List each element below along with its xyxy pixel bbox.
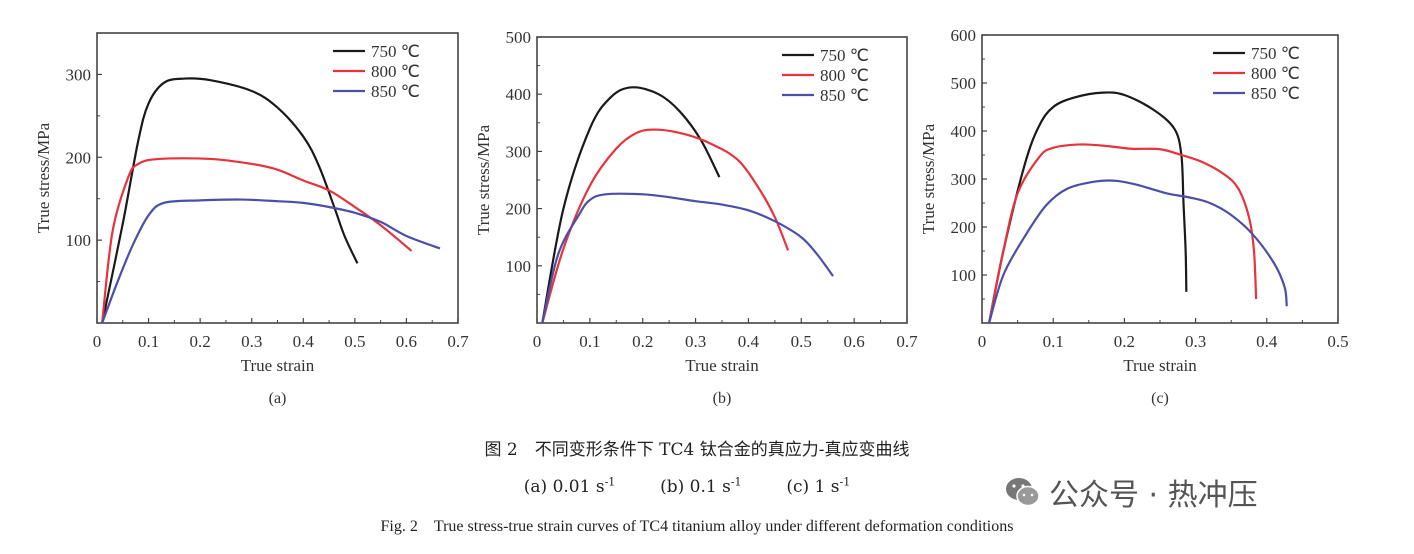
watermark: 公众号 · 热冲压 xyxy=(1005,470,1258,514)
caption-chinese: 图 2 不同变形条件下 TC4 钛合金的真应力-真应变曲线 xyxy=(484,440,910,460)
x-tick-label: 0.2 xyxy=(190,332,211,351)
x-tick-label: 0.1 xyxy=(1043,332,1064,351)
x-tick-label: 0.7 xyxy=(896,332,918,351)
x-tick-label: 0.3 xyxy=(1185,332,1206,351)
y-axis-label: True stress/MPa xyxy=(474,124,493,235)
series-line-850 xyxy=(101,198,441,324)
legend-label: 750 ℃ xyxy=(1251,44,1300,63)
series-line-750 xyxy=(101,77,359,324)
x-tick-label: 0 xyxy=(978,332,987,351)
x-tick-label: 0.5 xyxy=(344,332,365,351)
y-tick-label: 300 xyxy=(506,142,532,161)
chart-panel-b: 0 0.1 0.2 0.3 0.4 0.5 0.6 0.7 100 200 300 400 500 Tru… xyxy=(474,28,918,407)
x-axis-label: True strain xyxy=(685,356,759,375)
watermark-text: 公众号 · 热冲压 xyxy=(1049,478,1258,513)
rate-c: (c) 1 s-1 xyxy=(786,475,851,497)
legend-label: 750 ℃ xyxy=(371,42,420,61)
caption-english: Fig. 2 True stress-true strain curves of… xyxy=(380,518,1014,535)
x-tick-label: 0.3 xyxy=(685,332,706,351)
x-tick-label: 0.2 xyxy=(632,332,653,351)
x-axis-label: True strain xyxy=(241,356,315,375)
x-tick-label: 0.4 xyxy=(738,332,760,351)
legend-label: 800 ℃ xyxy=(371,62,420,81)
y-tick-label: 200 xyxy=(951,218,977,237)
caption-strain-rates: (a) 0.01 s-1 (b) 0.1 s-1 (c) 1 s-1 xyxy=(0,475,1394,497)
y-tick-label: 300 xyxy=(951,170,977,189)
rate-a: (a) 0.01 s-1 xyxy=(523,475,616,497)
y-tick-label: 100 xyxy=(506,257,532,276)
panel-label: (c) xyxy=(1151,390,1169,407)
series-line-850 xyxy=(988,179,1288,324)
legend-label: 750 ℃ xyxy=(820,46,869,65)
y-tick-label: 300 xyxy=(66,65,92,84)
series-line-750 xyxy=(988,91,1188,324)
y-axis-label: True stress/MPa xyxy=(919,123,938,234)
x-tick-label: 0.1 xyxy=(138,332,159,351)
wechat-icon xyxy=(1006,478,1040,507)
legend-label: 800 ℃ xyxy=(820,66,869,85)
x-tick-label: 0 xyxy=(93,332,102,351)
x-tick-label: 0 xyxy=(533,332,542,351)
panel-label: (b) xyxy=(713,390,732,407)
x-axis-label: True strain xyxy=(1123,356,1197,375)
y-tick-label: 500 xyxy=(506,28,532,47)
series-line-850 xyxy=(541,192,834,324)
series-line-800 xyxy=(101,157,413,324)
y-tick-label: 200 xyxy=(66,148,92,167)
x-tick-label: 0.6 xyxy=(844,332,865,351)
chart-panel-a: 0 0.1 0.2 0.3 0.4 0.5 0.6 0.7 100 200 300 True stra… xyxy=(34,32,469,407)
legend-label: 800 ℃ xyxy=(1251,64,1300,83)
series-line-800 xyxy=(988,143,1258,324)
y-tick-label: 400 xyxy=(506,85,532,104)
x-tick-label: 0.3 xyxy=(241,332,262,351)
series-line-750 xyxy=(541,86,721,324)
y-tick-label: 100 xyxy=(951,266,977,285)
x-tick-label: 0.5 xyxy=(791,332,812,351)
y-tick-label: 600 xyxy=(951,26,977,45)
x-tick-label: 0.2 xyxy=(1114,332,1135,351)
x-tick-label: 0.4 xyxy=(293,332,315,351)
chart-panel-c: 0 0.1 0.2 0.3 0.4 0.5 100 200 300 400 500 600 True s… xyxy=(919,26,1349,407)
x-tick-label: 0.7 xyxy=(447,332,469,351)
y-tick-label: 100 xyxy=(66,231,92,250)
y-tick-label: 500 xyxy=(951,74,977,93)
legend-label: 850 ℃ xyxy=(820,86,869,105)
legend-label: 850 ℃ xyxy=(371,82,420,101)
x-tick-label: 0.4 xyxy=(1256,332,1278,351)
y-tick-label: 400 xyxy=(951,122,977,141)
x-tick-label: 0.1 xyxy=(579,332,600,351)
panel-label: (a) xyxy=(269,390,287,407)
x-tick-label: 0.5 xyxy=(1327,332,1348,351)
legend-label: 850 ℃ xyxy=(1251,84,1300,103)
x-tick-label: 0.6 xyxy=(396,332,417,351)
y-tick-label: 200 xyxy=(506,200,532,219)
rate-b: (b) 0.1 s-1 xyxy=(660,475,742,497)
series-line-800 xyxy=(541,128,790,324)
y-axis-label: True stress/MPa xyxy=(34,122,53,233)
